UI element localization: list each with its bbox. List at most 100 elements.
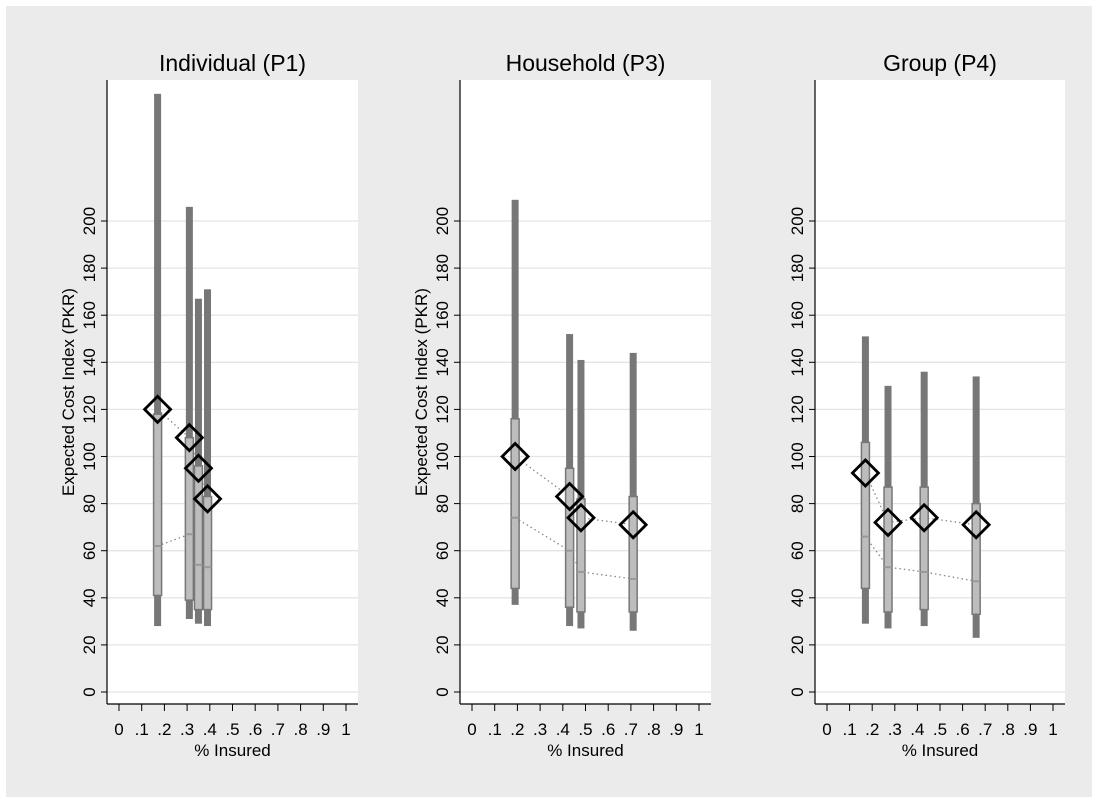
x-tick-label: .3 — [888, 720, 902, 739]
x-tick-label: .6 — [956, 720, 970, 739]
y-tick-label: 80 — [433, 494, 452, 513]
x-tick-label: 1 — [341, 720, 350, 739]
range-bar — [194, 298, 202, 624]
iqr-bar — [576, 498, 586, 613]
range-bar — [204, 289, 212, 627]
panel-title: Group (P4) — [883, 50, 997, 76]
x-tick-label: .1 — [135, 720, 149, 739]
range-bar — [629, 352, 637, 631]
y-tick-label: 160 — [433, 301, 452, 329]
y-tick-label: 60 — [788, 541, 807, 560]
plot-area — [107, 80, 358, 704]
mean-marker — [500, 441, 531, 472]
x-tick-label: .5 — [933, 720, 947, 739]
panel-title: Individual (P1) — [159, 50, 306, 76]
mean-marker — [618, 509, 649, 540]
panel-title: Household (P3) — [506, 50, 666, 76]
x-axis-title: % Insured — [547, 741, 624, 760]
panel-0: Individual (P1) 0 20 40 60 80 100 120 140 160 180 2… — [59, 50, 358, 760]
x-tick-label: .2 — [510, 720, 524, 739]
mean-connector-line — [514, 455, 634, 526]
median-connector-line — [864, 536, 977, 582]
y-tick-label: 200 — [80, 207, 99, 235]
x-tick-label: .3 — [180, 720, 194, 739]
y-tick-label: 160 — [788, 301, 807, 329]
panel-2: Group (P4) 0 20 40 60 80 100 120 140 160 180 200 0 .1… — [788, 50, 1065, 760]
mean-marker — [873, 507, 903, 538]
range-bar — [185, 206, 193, 619]
y-tick-label: 20 — [433, 635, 452, 654]
x-tick-label: .9 — [1023, 720, 1037, 739]
y-tick-label: 180 — [433, 254, 452, 282]
y-tick-label: 60 — [80, 541, 99, 560]
x-tick-label: .3 — [533, 720, 547, 739]
y-tick-label: 40 — [433, 588, 452, 607]
x-tick-label: .7 — [624, 720, 638, 739]
mean-marker — [554, 481, 585, 512]
y-tick-label: 160 — [80, 301, 99, 329]
y-tick-label: 140 — [80, 348, 99, 376]
x-tick-label: .9 — [669, 720, 683, 739]
y-tick-label: 0 — [433, 687, 452, 696]
y-tick-label: 100 — [788, 442, 807, 470]
y-tick-label: 0 — [80, 687, 99, 696]
mean-marker — [142, 394, 173, 425]
y-tick-label: 60 — [433, 541, 452, 560]
iqr-bar — [628, 495, 638, 613]
y-tick-label: 20 — [80, 635, 99, 654]
y-tick-label: 200 — [433, 207, 452, 235]
mean-marker — [850, 458, 881, 488]
mean-marker — [192, 483, 223, 514]
x-tick-label: 1 — [1048, 720, 1057, 739]
range-bar — [511, 199, 519, 605]
x-tick-label: .7 — [271, 720, 285, 739]
iqr-bar — [193, 465, 204, 611]
x-tick-label: .6 — [248, 720, 262, 739]
iqr-bar — [202, 495, 213, 611]
y-tick-label: 120 — [788, 395, 807, 423]
y-axis-title: Expected Cost Index (PKR) — [59, 288, 78, 496]
iqr-bar — [184, 436, 195, 601]
x-tick-label: .1 — [488, 720, 502, 739]
x-tick-label: .6 — [601, 720, 615, 739]
mean-marker — [183, 453, 214, 484]
mean-marker — [961, 509, 992, 540]
y-tick-label: 80 — [788, 494, 807, 513]
mean-marker — [174, 422, 205, 453]
x-tick-label: .8 — [647, 720, 661, 739]
x-tick-label: 1 — [694, 720, 703, 739]
y-tick-label: 80 — [80, 494, 99, 513]
y-tick-label: 0 — [788, 687, 807, 696]
y-tick-label: 140 — [433, 348, 452, 376]
y-axis-title: Expected Cost Index (PKR) — [412, 288, 431, 496]
x-tick-label: .4 — [203, 720, 217, 739]
mean-marker — [565, 502, 596, 533]
panel-1: Household (P3) 0 20 40 60 80 100 120 140 160 180 20… — [412, 50, 711, 760]
iqr-bar — [860, 441, 871, 590]
iqr-bar — [883, 486, 893, 613]
iqr-bar — [564, 467, 575, 608]
x-tick-label: .4 — [556, 720, 570, 739]
x-axis-title: % Insured — [902, 741, 979, 760]
x-tick-label: .8 — [294, 720, 308, 739]
y-tick-label: 120 — [433, 395, 452, 423]
x-tick-label: .2 — [157, 720, 171, 739]
iqr-bar — [971, 502, 981, 616]
y-tick-label: 40 — [80, 588, 99, 607]
x-tick-label: 0 — [114, 720, 123, 739]
x-tick-label: .8 — [1001, 720, 1015, 739]
y-tick-label: 100 — [433, 442, 452, 470]
mean-connector-line — [864, 472, 977, 526]
y-tick-label: 140 — [788, 348, 807, 376]
y-tick-label: 20 — [788, 635, 807, 654]
y-tick-label: 180 — [80, 254, 99, 282]
y-tick-label: 40 — [788, 588, 807, 607]
x-tick-label: 0 — [467, 720, 476, 739]
x-tick-label: .5 — [578, 720, 592, 739]
x-tick-label: .1 — [843, 720, 857, 739]
x-tick-label: .5 — [225, 720, 239, 739]
y-tick-label: 180 — [788, 254, 807, 282]
iqr-bar — [510, 418, 520, 590]
x-tick-label: .2 — [865, 720, 879, 739]
